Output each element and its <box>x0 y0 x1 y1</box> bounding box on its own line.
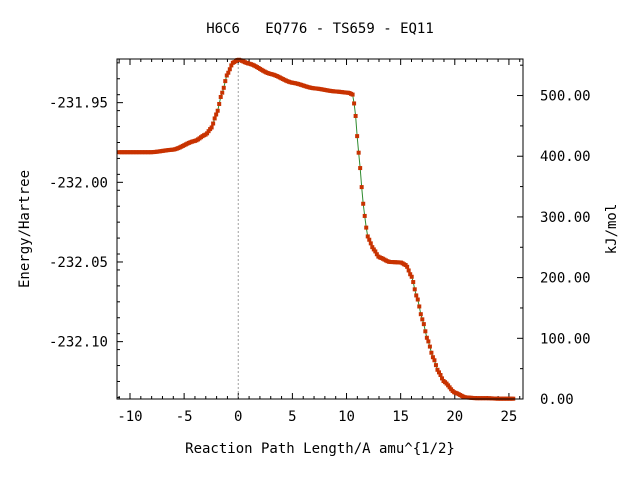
data-point <box>436 370 441 375</box>
data-point <box>350 92 355 97</box>
x-tick-label: 0 <box>234 409 242 425</box>
chart-title: H6C6 EQ776 - TS659 - EQ11 <box>206 21 434 37</box>
data-point <box>205 131 210 136</box>
data-point <box>223 79 228 84</box>
y-tick-label: -232.00 <box>49 175 108 191</box>
data-point <box>406 268 411 273</box>
y2-tick-label: 500.00 <box>540 89 591 105</box>
data-point <box>224 73 229 78</box>
data-point <box>426 339 431 344</box>
data-point <box>414 293 419 298</box>
data-point <box>358 166 363 171</box>
data-point <box>355 134 360 139</box>
y2-tick-label: 400.00 <box>540 149 591 165</box>
data-point <box>373 249 378 254</box>
data-point <box>364 225 369 230</box>
data-point <box>218 94 223 99</box>
data-point <box>415 297 420 302</box>
energy-series <box>117 57 516 401</box>
data-point <box>411 280 416 285</box>
data-point <box>405 264 410 269</box>
data-point <box>356 150 361 155</box>
y2-tick-label: 300.00 <box>540 210 591 226</box>
x-tick-label: 5 <box>288 409 296 425</box>
y2-tick-label: 100.00 <box>540 331 591 347</box>
y-tick-label: -232.05 <box>49 255 108 271</box>
data-point <box>429 350 434 355</box>
data-point <box>408 272 413 277</box>
data-point <box>226 70 231 75</box>
data-point <box>438 373 443 378</box>
data-point <box>424 335 429 340</box>
data-point <box>430 355 435 360</box>
data-point <box>432 358 437 363</box>
data-point <box>433 363 438 368</box>
plot-frame <box>116 58 524 400</box>
x-tick-label: 20 <box>446 409 463 425</box>
y2-axis-label: kJ/mol <box>604 204 620 255</box>
data-point <box>220 90 225 95</box>
data-point <box>435 367 440 372</box>
data-point <box>211 121 216 126</box>
data-point <box>227 67 232 72</box>
x-axis-label: Reaction Path Length/A amu^{1/2} <box>185 441 455 457</box>
data-point <box>421 322 426 327</box>
y-tick-label: -231.95 <box>49 96 108 112</box>
data-point <box>214 112 219 117</box>
data-point <box>409 274 414 279</box>
data-point <box>209 125 214 130</box>
data-point <box>352 101 357 106</box>
data-point <box>362 213 367 218</box>
data-point <box>212 116 217 121</box>
data-point <box>423 329 428 334</box>
data-point <box>217 101 222 106</box>
data-point <box>206 129 211 134</box>
data-point <box>353 113 358 118</box>
data-point <box>368 241 373 246</box>
data-point <box>412 287 417 292</box>
data-point <box>418 312 423 317</box>
energy-line <box>119 59 514 400</box>
data-point <box>221 85 226 90</box>
data-point <box>361 201 366 206</box>
x-tick-label: -5 <box>176 409 193 425</box>
data-point <box>367 237 372 242</box>
data-point <box>370 245 375 250</box>
x-tick-label: -10 <box>117 409 142 425</box>
x-tick-label: 10 <box>338 409 355 425</box>
data-point <box>215 108 220 113</box>
data-point <box>371 247 376 252</box>
data-point <box>365 234 370 239</box>
data-point <box>359 185 364 190</box>
y-tick-label: -232.10 <box>49 335 108 351</box>
data-point <box>420 317 425 322</box>
data-point <box>417 304 422 309</box>
data-point <box>427 344 432 349</box>
y2-tick-label: 200.00 <box>540 271 591 287</box>
x-tick-label: 25 <box>500 409 517 425</box>
tick-layer: -10 -5 0 5 10 15 20 25 -231.95 -232.00 -232.05 -232… <box>49 59 591 425</box>
x-tick-label: 15 <box>392 409 409 425</box>
data-point <box>440 376 445 381</box>
y2-tick-label: 0.00 <box>540 392 574 408</box>
data-point <box>229 63 234 68</box>
y-axis-label: Energy/Hartree <box>17 170 33 288</box>
data-point <box>374 252 379 257</box>
